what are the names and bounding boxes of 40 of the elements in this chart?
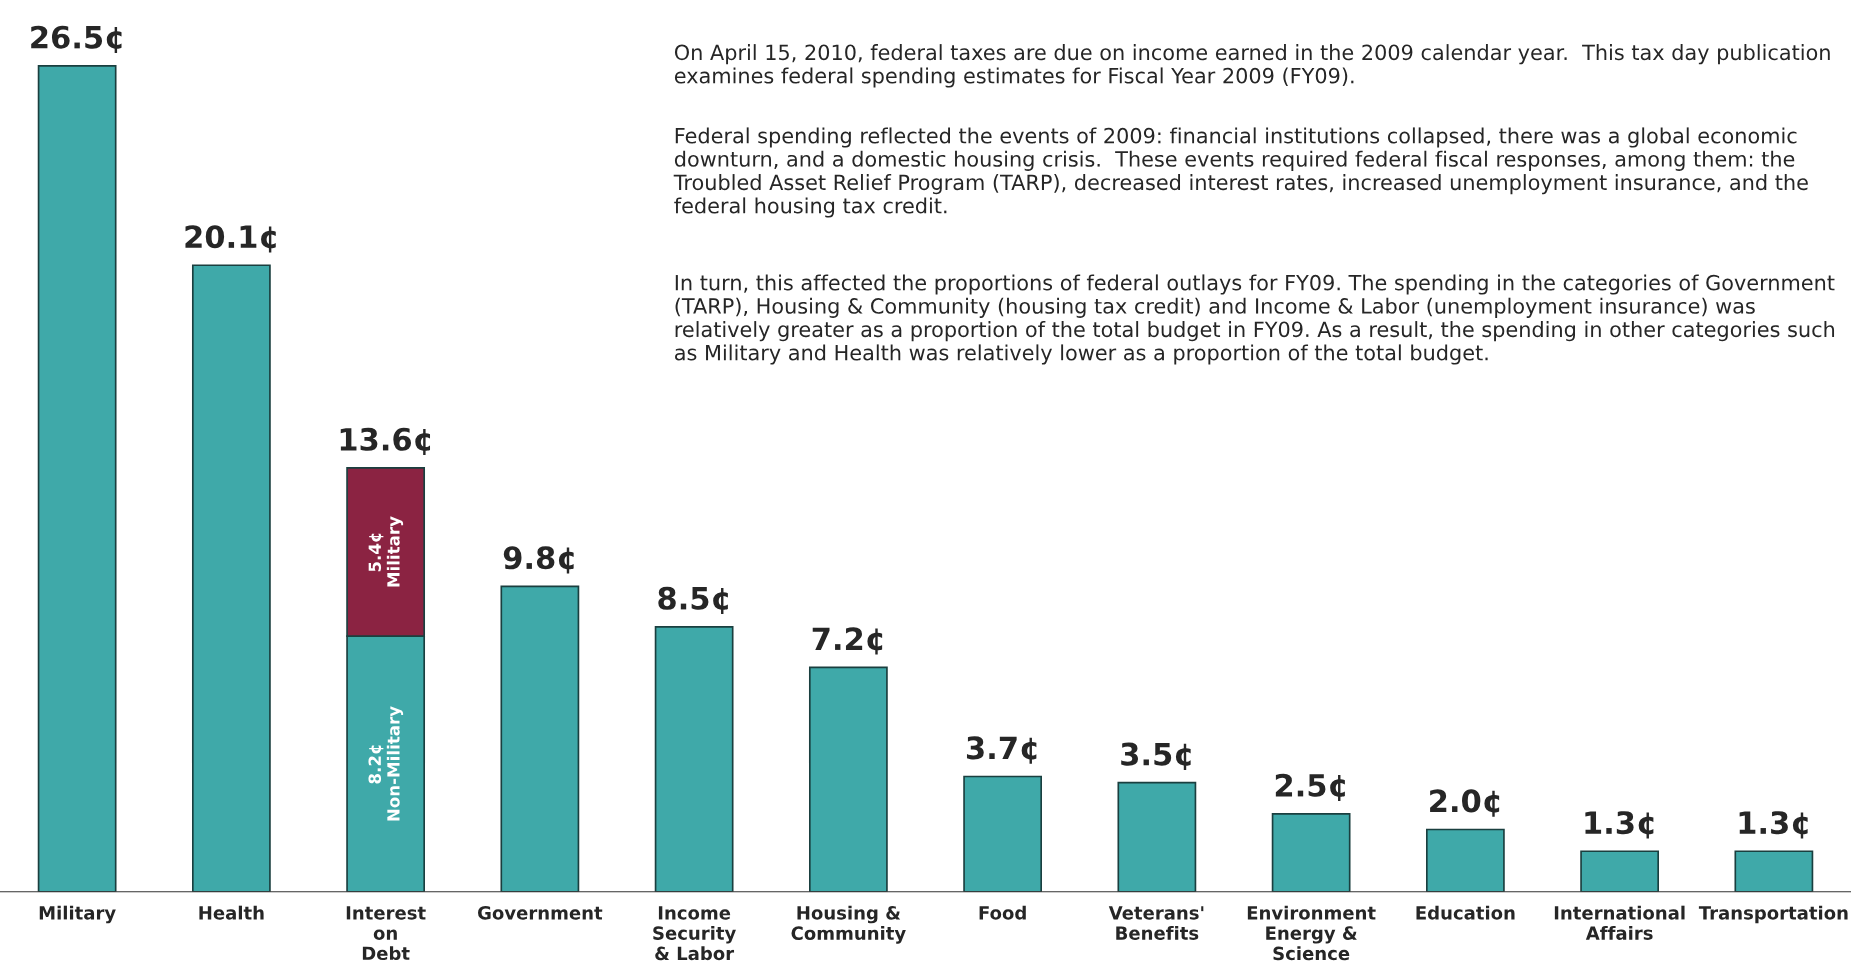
bar bbox=[1580, 850, 1660, 892]
data-label: 7.2¢ bbox=[812, 627, 883, 655]
x-tick-label: Housing & Community bbox=[791, 905, 906, 944]
data-label: 20.1¢ bbox=[185, 225, 276, 253]
data-label: 8.2¢ Non-Military bbox=[368, 706, 404, 821]
x-tick-label: Veterans' Benefits bbox=[1108, 906, 1204, 940]
x-tick-label: Education bbox=[1416, 905, 1515, 920]
bar bbox=[1271, 813, 1351, 892]
x-tick-label: Transportation bbox=[1698, 905, 1848, 924]
data-label: 1.3¢ bbox=[1739, 811, 1808, 839]
data-label: 1.3¢ bbox=[1585, 811, 1654, 839]
x-tick-label: Interest on Debt bbox=[346, 906, 426, 961]
bar bbox=[1734, 850, 1814, 892]
data-label: 2.0¢ bbox=[1430, 789, 1500, 817]
bar bbox=[1117, 781, 1197, 892]
x-tick-label: Health bbox=[199, 905, 264, 920]
data-label: 3.7¢ bbox=[966, 736, 1037, 764]
x-tick-label: Government bbox=[478, 906, 603, 920]
data-label: 8.5¢ bbox=[658, 586, 728, 615]
x-tick-label: Environment Energy & Science bbox=[1247, 905, 1376, 961]
x-tick-label: International Affairs bbox=[1554, 905, 1685, 940]
total-label: 13.6¢ bbox=[340, 427, 431, 456]
annotation: In turn, this affected the proportions of federal outlays for FY09. The spending in the categories of Government (TARP), Housing & Community (housing tax credit) and Income & Labor (unemployment insurance) was relatively greater as a proportion of the total budget in FY09. As a result, the spending in other categories such as Military and Health was relatively lower as a proportion of the total budget. bbox=[675, 274, 1835, 365]
x-tick-label: Military bbox=[39, 905, 116, 924]
data-label: 5.4¢ Military bbox=[368, 516, 404, 587]
bar bbox=[654, 626, 734, 892]
x-tick-label: Food bbox=[979, 905, 1026, 920]
data-label: 3.5¢ bbox=[1121, 742, 1191, 770]
data-label: 26.5¢ bbox=[31, 25, 122, 53]
bar bbox=[191, 264, 271, 892]
bar bbox=[37, 64, 117, 892]
bar bbox=[1425, 828, 1505, 892]
x-tick-label: Income Security & Labor bbox=[653, 906, 736, 961]
annotation: On April 15, 2010, federal taxes are due on income earned in the 2009 calendar year. This tax day publication examines federal spending estimates for Fiscal Year 2009 (FY09). bbox=[674, 44, 1830, 88]
bar bbox=[500, 585, 580, 892]
annotation: Federal spending reflected the events of 2009: financial institutions collapsed, there was a global economic downturn, and a domestic housing crisis. These events required federal fiscal responses, among them: the Troubled Asset Relief Program (TARP), decreased interest rates, increased unemployment insurance, and the federal housing tax credit. bbox=[673, 127, 1808, 218]
data-label: 2.5¢ bbox=[1275, 773, 1345, 802]
bar bbox=[963, 775, 1043, 892]
data-label: 9.8¢ bbox=[503, 546, 574, 574]
bar bbox=[808, 666, 888, 892]
